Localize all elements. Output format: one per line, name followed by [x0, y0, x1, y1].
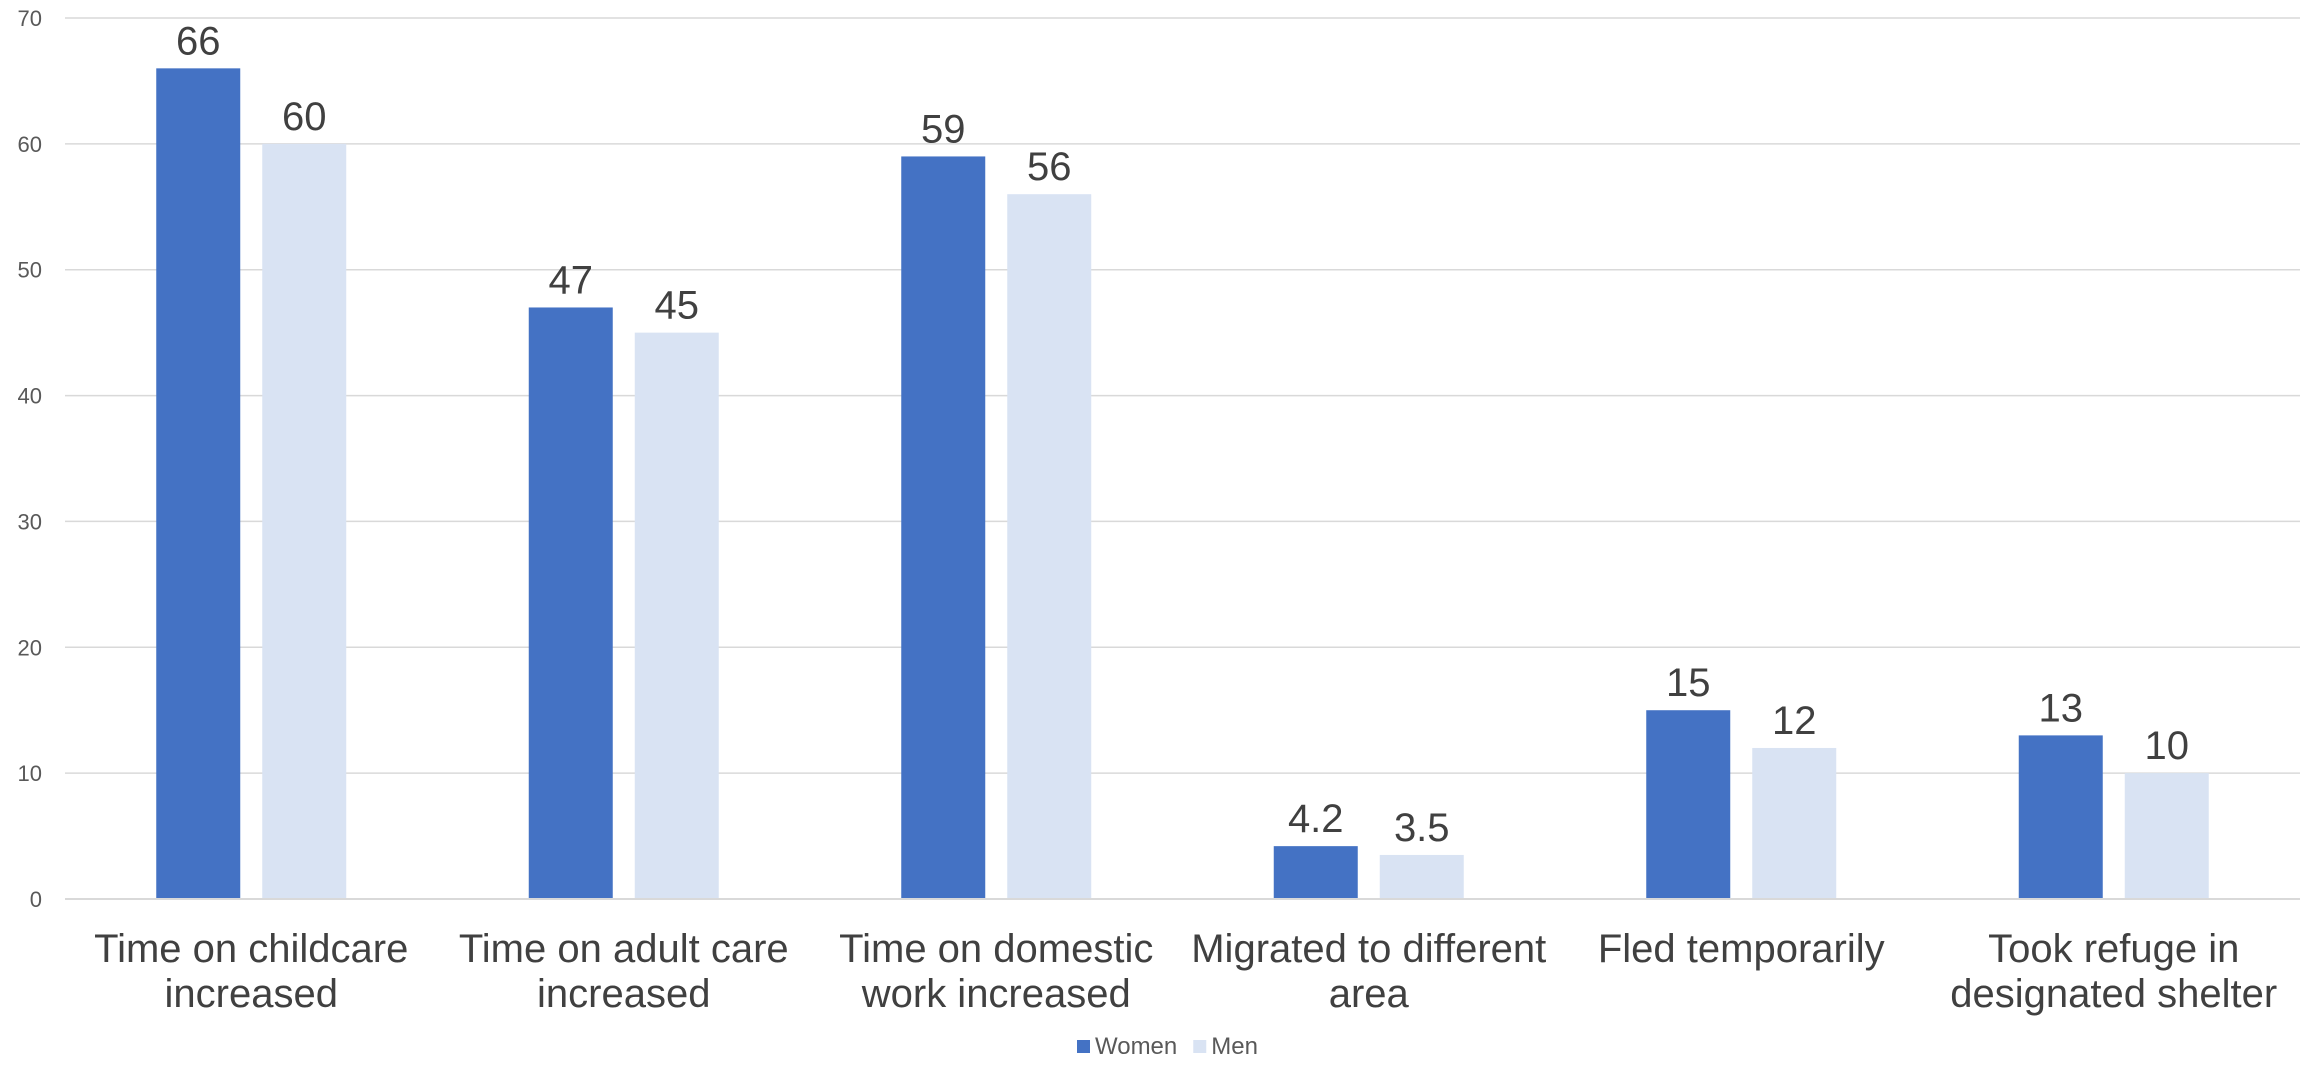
bar-men-5	[2124, 773, 2209, 899]
data-label-men-1: 45	[655, 284, 700, 328]
x-category-label: Time on domestic work increased	[839, 927, 1153, 1016]
x-category-label: Took refuge in designated shelter	[1950, 927, 2277, 1016]
data-label-women-2: 59	[921, 107, 966, 151]
data-label-women-4: 15	[1666, 661, 1711, 705]
data-label-men-5: 10	[2145, 724, 2190, 768]
data-label-women-5: 13	[2039, 686, 2084, 730]
data-labels: 66 60 47 45 59 56 4.2 3.5 15 12 13 10	[176, 19, 2189, 850]
gridlines	[65, 17, 2300, 900]
x-category-label-line: area	[1329, 972, 1410, 1016]
x-category-label: Fled temporarily	[1598, 927, 1885, 971]
data-label-women-3: 4.2	[1288, 797, 1344, 841]
bar-men-4	[1752, 747, 1837, 899]
data-label-women-1: 47	[549, 258, 594, 302]
data-label-men-3: 3.5	[1394, 806, 1450, 850]
x-category-label-line: increased	[537, 972, 710, 1016]
y-tick-label: 10	[18, 761, 42, 786]
x-category-label: Migrated to different area	[1191, 927, 1546, 1016]
legend-label-women: Women	[1095, 1033, 1177, 1060]
bar-men-0	[262, 143, 347, 899]
y-tick-label: 70	[18, 6, 42, 31]
bar-women-0	[156, 68, 241, 900]
legend-swatch-men	[1193, 1040, 1207, 1053]
y-tick-label: 60	[18, 132, 42, 157]
bar-women-5	[2018, 735, 2103, 899]
bar-men-3	[1379, 854, 1464, 899]
x-category-label-line: Time on adult care	[459, 927, 789, 971]
y-tick-label: 40	[18, 384, 42, 409]
bars	[156, 68, 2209, 900]
bar-women-1	[528, 307, 613, 899]
bar-men-1	[634, 332, 719, 900]
x-category-label-line: designated shelter	[1950, 972, 2277, 1016]
y-axis: 0 10 20 30 40 50 60 70	[18, 6, 42, 912]
y-tick-label: 50	[18, 258, 42, 283]
data-label-men-4: 12	[1772, 699, 1817, 743]
x-category-label-line: work increased	[861, 972, 1131, 1016]
legend-swatch-women	[1077, 1040, 1090, 1053]
x-category-label-line: Took refuge in	[1988, 927, 2239, 971]
legend-label-men: Men	[1211, 1033, 1258, 1060]
data-label-men-2: 56	[1027, 145, 1072, 189]
x-category-label: Time on childcare increased	[94, 927, 408, 1016]
bar-women-2	[901, 156, 986, 899]
bar-women-4	[1646, 710, 1731, 899]
legend: Women Men	[1077, 1033, 1258, 1060]
x-category-label-line: Time on domestic	[839, 927, 1153, 971]
x-category-label-line: increased	[165, 972, 338, 1016]
bar-men-2	[1007, 194, 1092, 899]
data-label-men-0: 60	[282, 95, 327, 139]
x-category-label-line: Fled temporarily	[1598, 927, 1885, 971]
y-tick-label: 30	[18, 509, 42, 534]
data-label-women-0: 66	[176, 19, 221, 63]
y-tick-label: 0	[30, 887, 42, 912]
x-category-label-line: Migrated to different	[1191, 927, 1546, 971]
x-category-label-line: Time on childcare	[94, 927, 408, 971]
x-category-label: Time on adult care increased	[459, 927, 789, 1016]
bar-women-3	[1273, 846, 1358, 899]
y-tick-label: 20	[18, 635, 42, 660]
